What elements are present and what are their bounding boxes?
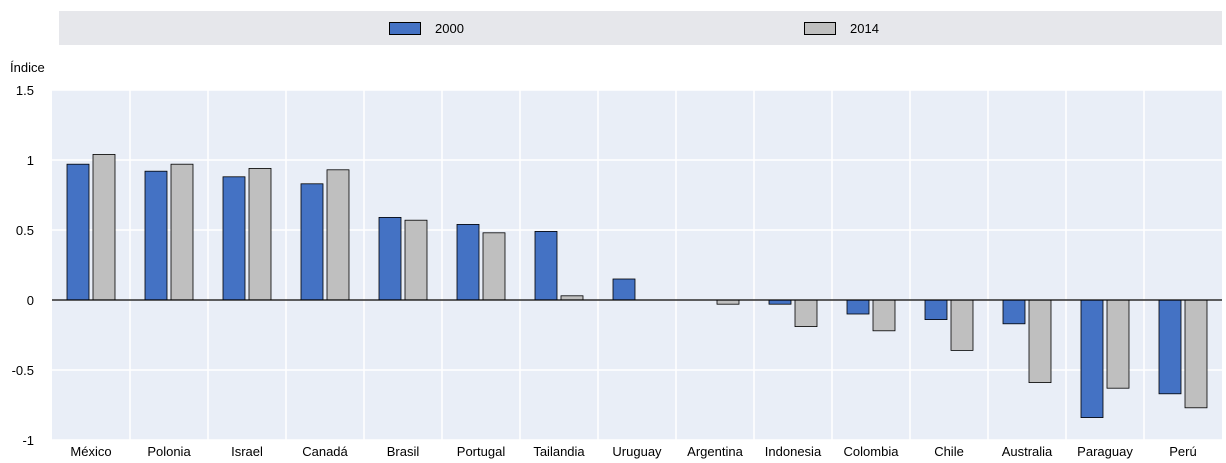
x-tick-label: México [70, 444, 111, 459]
bar-2014-portugal [482, 232, 506, 301]
x-tick-label: Australia [1002, 444, 1053, 459]
bar-2014-indonesia [794, 299, 818, 328]
x-tick-label: Portugal [457, 444, 506, 459]
bar-2014-tailandia [560, 295, 584, 301]
bar-2014-australia [1028, 299, 1052, 383]
bar-2000-chile [924, 299, 948, 321]
legend: 2000 2014 [59, 11, 1222, 45]
bar-2014-chile [950, 299, 974, 351]
x-tick-label: Canadá [302, 444, 348, 459]
legend-swatch-2000 [389, 21, 421, 35]
x-tick-label: Uruguay [612, 444, 662, 459]
legend-label-2000: 2000 [435, 20, 464, 36]
y-tick-label: 1 [27, 153, 34, 168]
bar-2000-tailandia [534, 230, 558, 301]
bar-2000-paraguay [1080, 299, 1104, 418]
bar-2000-polonia [144, 170, 168, 301]
bar-2014-méxico [92, 153, 116, 301]
x-axis-ticks: México Polonia Israel Canadá Brasil Portugal T… [70, 444, 1196, 459]
plot-area [52, 90, 1222, 440]
x-tick-label: Brasil [387, 444, 420, 459]
bar-2014-perú [1184, 299, 1208, 409]
bar-2000-perú [1158, 299, 1182, 395]
y-tick-label: 0.5 [16, 223, 34, 238]
bars [66, 153, 1208, 418]
y-tick-label: 0 [27, 293, 34, 308]
x-tick-label: Paraguay [1077, 444, 1133, 459]
y-tick-label: -0.5 [12, 363, 34, 378]
legend-label-2014: 2014 [850, 20, 879, 36]
y-axis-ticks: 1.5 1 0.5 0 -0.5 -1 [12, 83, 34, 448]
x-tick-label: Tailandia [533, 444, 585, 459]
bar-2014-israel [248, 167, 272, 301]
bar-2000-colombia [846, 299, 870, 315]
bar-2014-canadá [326, 169, 350, 301]
legend-item-2000: 2000 [389, 11, 464, 45]
y-axis-label: Índice [10, 60, 45, 75]
bar-2000-israel [222, 176, 246, 301]
bar-2000-portugal [456, 223, 480, 301]
x-tick-label: Israel [231, 444, 263, 459]
bar-2000-brasil [378, 216, 402, 301]
legend-swatch-2014 [804, 21, 836, 35]
x-tick-label: Argentina [687, 444, 743, 459]
bar-2000-australia [1002, 299, 1026, 325]
bar-2014-brasil [404, 219, 428, 301]
y-tick-label: 1.5 [16, 83, 34, 98]
bar-2014-polonia [170, 163, 194, 301]
bar-2000-indonesia [768, 299, 792, 305]
legend-item-2014: 2014 [804, 11, 879, 45]
y-tick-label: -1 [22, 433, 34, 448]
bar-2000-méxico [66, 163, 90, 301]
bar-2000-uruguay [612, 278, 636, 301]
x-tick-label: Chile [934, 444, 964, 459]
bar-2000-canadá [300, 183, 324, 301]
x-tick-label: Perú [1169, 444, 1196, 459]
grid-lines [52, 89, 1222, 441]
x-tick-label: Indonesia [765, 444, 822, 459]
bar-2014-argentina [716, 299, 740, 305]
bar-2014-paraguay [1106, 299, 1130, 389]
x-tick-label: Polonia [147, 444, 191, 459]
bar-2014-colombia [872, 299, 896, 332]
x-tick-label: Colombia [844, 444, 900, 459]
